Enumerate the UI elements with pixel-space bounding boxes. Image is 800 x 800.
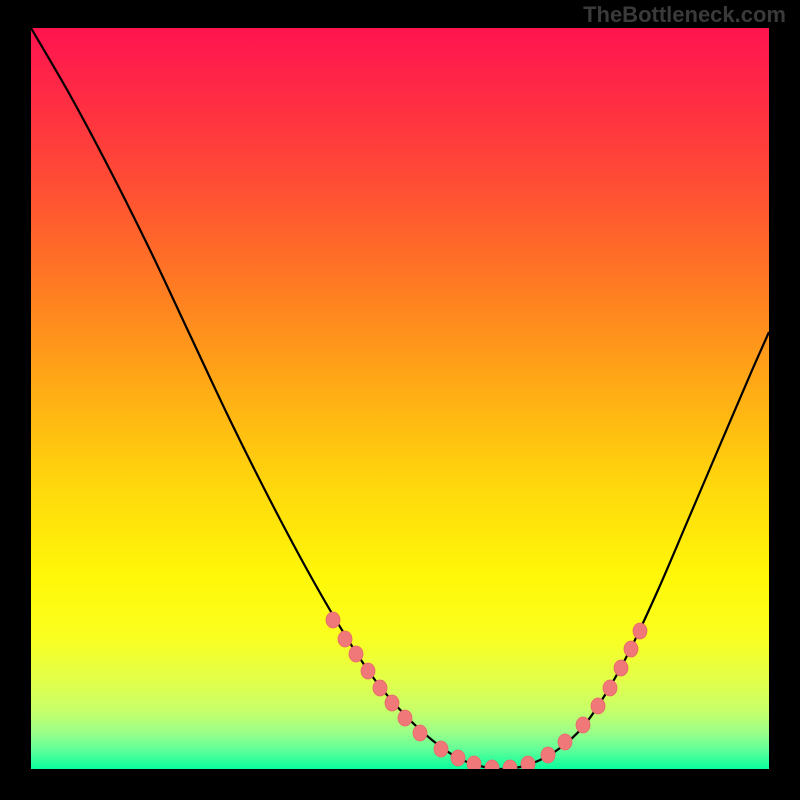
plot-background <box>31 28 769 769</box>
data-marker <box>451 750 465 766</box>
data-marker <box>413 725 427 741</box>
data-marker <box>385 695 399 711</box>
data-marker <box>338 631 352 647</box>
data-marker <box>326 612 340 628</box>
data-marker <box>541 747 555 763</box>
data-marker <box>576 717 590 733</box>
watermark-text: TheBottleneck.com <box>583 2 786 27</box>
data-marker <box>373 680 387 696</box>
data-marker <box>398 710 412 726</box>
data-marker <box>349 646 363 662</box>
data-marker <box>614 660 628 676</box>
chart-container: TheBottleneck.com <box>0 0 800 800</box>
data-marker <box>624 641 638 657</box>
data-marker <box>633 623 647 639</box>
data-marker <box>434 741 448 757</box>
data-marker <box>591 698 605 714</box>
data-marker <box>558 734 572 750</box>
bottleneck-chart: TheBottleneck.com <box>0 0 800 800</box>
data-marker <box>361 663 375 679</box>
data-marker <box>603 680 617 696</box>
